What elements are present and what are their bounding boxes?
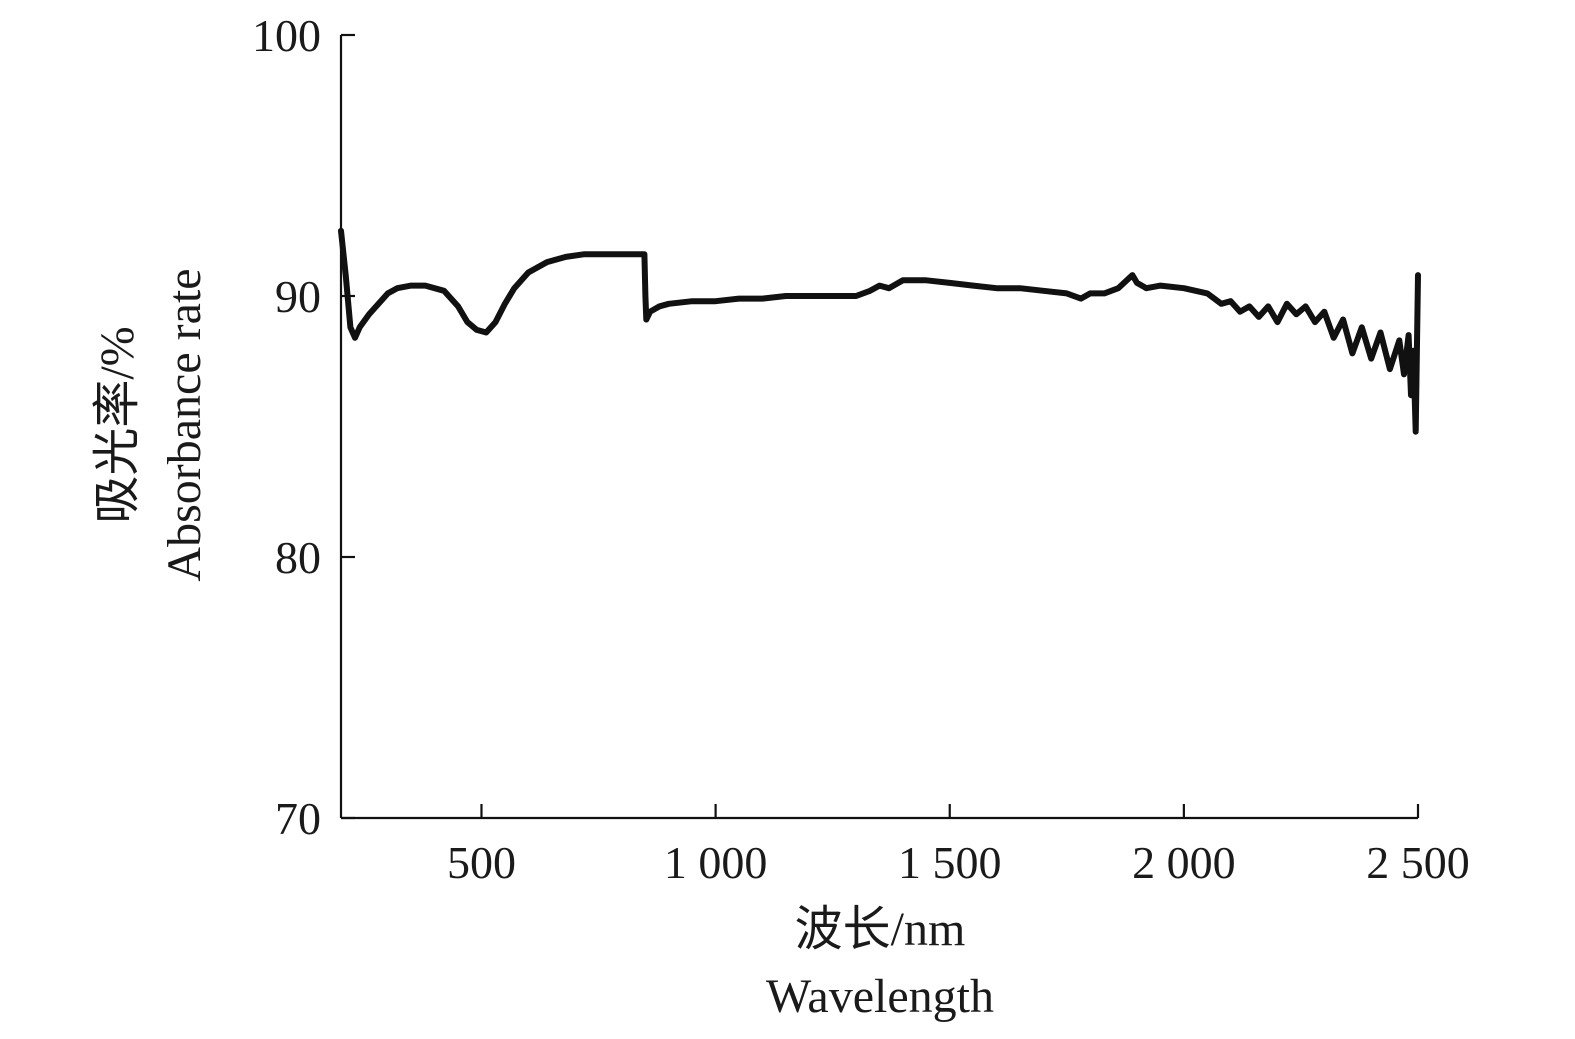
y-axis-title-cn: 吸光率/% (91, 326, 144, 523)
x-tick-label: 1 000 (664, 837, 768, 888)
y-tick-label: 100 (252, 10, 321, 61)
y-tick-label: 90 (275, 271, 321, 322)
x-tick-label: 2 500 (1366, 837, 1470, 888)
x-tick-label: 500 (447, 837, 516, 888)
x-tick-label: 1 500 (898, 837, 1002, 888)
series-line-0 (338, 227, 1421, 435)
y-ticks: 70 80 90 100 (252, 10, 355, 844)
series-layer (338, 227, 1421, 435)
y-tick-label: 70 (275, 793, 321, 844)
y-axis: 70 80 90 100 (252, 10, 355, 844)
y-axis-title-en: Absorbance rate (158, 268, 211, 581)
x-axis: 500 1 000 1 500 2 000 2 500 (341, 804, 1470, 888)
y-tick-label: 80 (275, 532, 321, 583)
x-axis-title-cn: 波长/nm (795, 903, 966, 956)
x-axis-title-en: Wavelength (766, 970, 994, 1023)
x-ticks: 500 1 000 1 500 2 000 2 500 (447, 804, 1470, 888)
x-tick-label: 2 000 (1132, 837, 1236, 888)
